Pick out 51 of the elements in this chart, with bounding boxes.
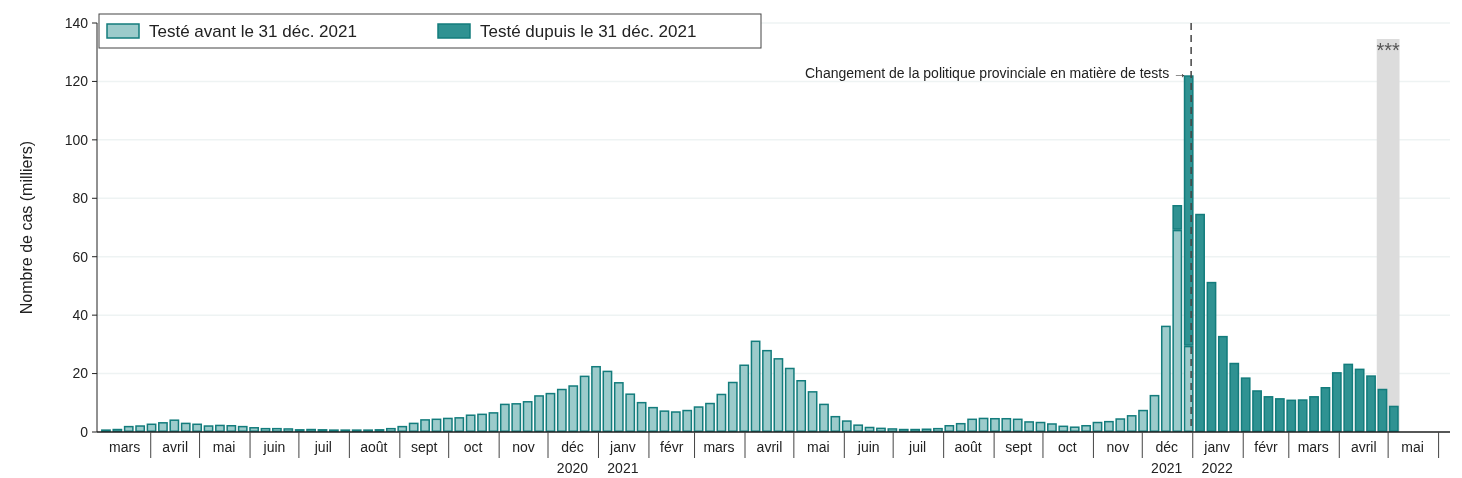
bar xyxy=(659,410,670,432)
y-tick-label: 40 xyxy=(72,307,89,324)
bar xyxy=(1377,388,1388,432)
x-tick-label: nov xyxy=(512,439,535,455)
ref-line-label: Changement de la politique provinciale en matière de tests → xyxy=(805,65,1188,82)
bar xyxy=(1206,281,1217,432)
x-tick-label: avril xyxy=(1350,439,1377,455)
x-tick-label: mai xyxy=(1401,439,1424,455)
x-tick-label: avril xyxy=(162,439,188,455)
x-tick-label: janv 2022 xyxy=(1201,439,1233,476)
x-tick-label: oct xyxy=(1058,439,1077,455)
x-tick-label: août xyxy=(954,439,982,455)
bar xyxy=(1263,396,1274,432)
y-tick-label: 140 xyxy=(64,14,89,31)
x-tick-label: nov xyxy=(1106,439,1130,455)
x-tick-label: déc 2020 xyxy=(556,439,589,476)
legend-label: Testé avant le 31 déc. 2021 xyxy=(149,21,357,41)
x-tick-label: sept xyxy=(1005,439,1032,455)
x-tick-label: juin xyxy=(856,439,880,455)
x-tick-label: mars xyxy=(109,439,141,455)
bar xyxy=(602,370,613,432)
y-tick-label: 120 xyxy=(64,73,89,90)
x-tick-label: oct xyxy=(463,439,483,455)
x-tick-label: févr xyxy=(1254,439,1279,455)
y-tick-label: 60 xyxy=(72,248,89,265)
x-tick-label: sept xyxy=(411,439,438,455)
x-tick-label: mars xyxy=(1297,439,1329,455)
bar xyxy=(750,340,761,432)
bar xyxy=(1388,405,1399,432)
x-tick-label: juin xyxy=(262,439,286,455)
bar xyxy=(1149,394,1160,432)
legend-label: Testé dupuis le 31 déc. 2021 xyxy=(480,21,697,41)
band-label: *** xyxy=(1376,39,1401,61)
y-tick-label: 100 xyxy=(64,131,89,148)
x-tick-label: févr xyxy=(660,439,684,455)
x-tick-label: mai xyxy=(806,439,830,455)
bar xyxy=(807,391,818,432)
x-tick-label: déc 2021 xyxy=(1151,439,1183,476)
x-tick-label: août xyxy=(360,439,388,455)
bar xyxy=(1320,387,1331,432)
x-tick-label: mars xyxy=(703,439,735,455)
y-tick-label: 80 xyxy=(72,190,89,207)
y-axis-title: Nombre de cas (milliers) xyxy=(18,140,35,315)
x-tick-label: juil xyxy=(313,439,332,455)
bar xyxy=(545,392,556,432)
x-tick-label: avril xyxy=(756,439,783,455)
y-tick-label: 20 xyxy=(72,365,89,382)
x-tick-label: juil xyxy=(908,439,927,455)
x-tick-label: mai xyxy=(212,439,236,455)
x-tick-label: janv 2021 xyxy=(607,439,639,476)
y-tick-label: 0 xyxy=(80,423,89,440)
